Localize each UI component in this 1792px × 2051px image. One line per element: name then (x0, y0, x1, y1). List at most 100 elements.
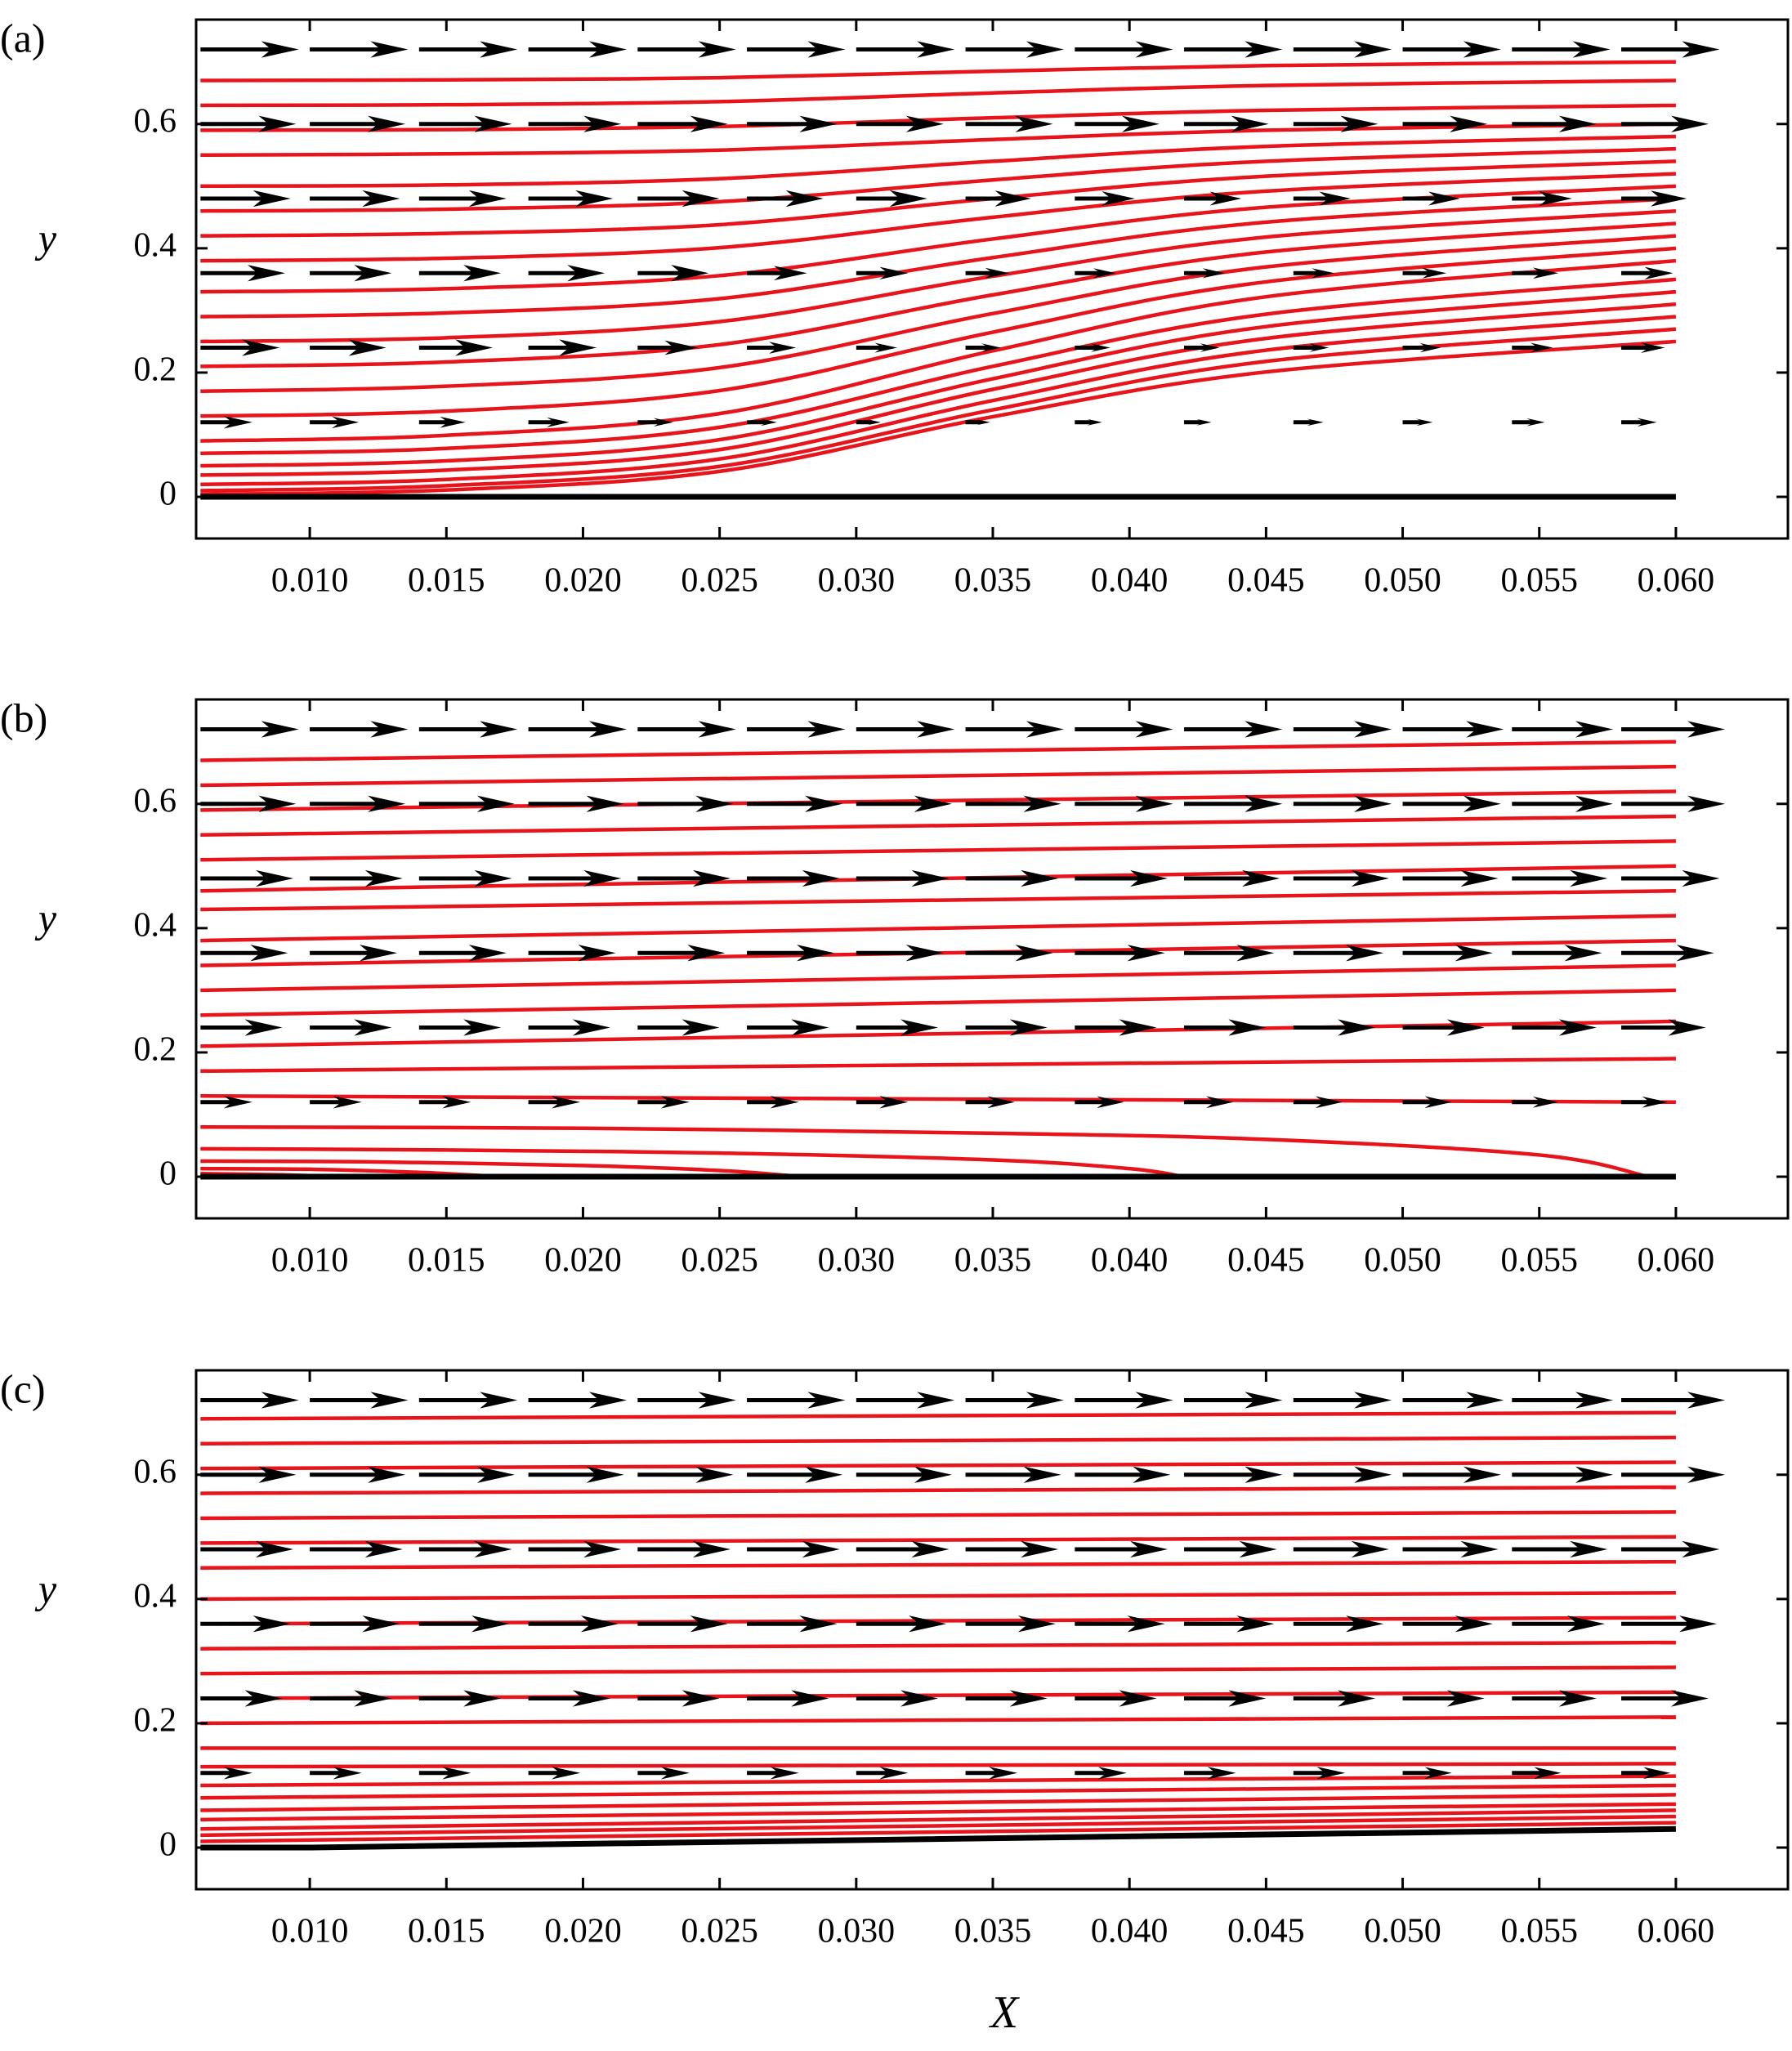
x-tick-label: 0.015 (408, 1913, 485, 1950)
streamline (200, 814, 1676, 838)
streamline (200, 234, 1677, 394)
vector-arrow (310, 416, 360, 429)
vector-arrow (528, 41, 627, 58)
vector-arrow (1512, 1096, 1559, 1108)
streamline (200, 764, 1676, 788)
vector-arrow (1512, 795, 1614, 812)
vector-arrow (1402, 795, 1501, 812)
vector-arrow (200, 265, 286, 282)
x-tick-label: 0.050 (1364, 1913, 1441, 1950)
vector-arrow (1075, 1615, 1165, 1633)
vector-arrow (747, 342, 797, 354)
vector-arrow (1512, 1540, 1608, 1558)
vector-arrow (528, 1096, 581, 1109)
vector-arrow (637, 1019, 720, 1036)
vector-arrow (1184, 191, 1242, 206)
vector-arrow (310, 41, 409, 58)
vector-arrow (418, 339, 494, 356)
vector-arrow (965, 721, 1064, 738)
x-tick-label: 0.050 (1364, 562, 1441, 600)
vector-arrow (1621, 342, 1665, 354)
streamline (200, 1762, 1676, 1769)
streamline (200, 839, 1676, 862)
x-tick-label: 0.030 (818, 1913, 896, 1950)
vector-arrow (1184, 1540, 1277, 1558)
streamline (200, 740, 1676, 762)
streamline (200, 1460, 1676, 1471)
vector-arrow (1184, 268, 1226, 279)
vector-arrow (1621, 1392, 1726, 1409)
vector-arrow (747, 418, 777, 427)
streamline (200, 146, 1676, 213)
vector-arrow (200, 869, 294, 887)
vector-arrow (1402, 41, 1501, 58)
vector-arrow (747, 1767, 799, 1780)
streamline (200, 258, 1677, 443)
vector-arrow (1075, 1690, 1157, 1707)
vector-arrow (418, 945, 507, 962)
streamline (200, 789, 1676, 812)
vector-arrow (528, 265, 606, 282)
vector-arrow (528, 1019, 610, 1036)
vector-arrow (856, 721, 955, 738)
vector-arrow (418, 795, 515, 812)
x-tick-label: 0.055 (1500, 1242, 1578, 1280)
vector-arrow (528, 1690, 610, 1707)
streamline (200, 1715, 1676, 1726)
vector-arrow (1512, 115, 1597, 132)
vector-arrow (418, 1615, 510, 1633)
vector-arrow (1512, 418, 1545, 427)
vector-arrow (1402, 1096, 1452, 1109)
vector-arrow (528, 115, 622, 132)
x-tick-label: 0.030 (818, 1242, 896, 1280)
vector-arrow (418, 115, 512, 132)
vector-arrow (1402, 115, 1488, 132)
vector-arrow (418, 190, 507, 208)
vector-arrow (1184, 418, 1212, 426)
streamline (200, 315, 1677, 487)
vector-arrow (310, 1540, 403, 1558)
streamline (200, 1640, 1676, 1651)
vector-arrow (1293, 869, 1389, 887)
vector-arrow (528, 1392, 627, 1409)
streamline (200, 277, 1677, 456)
streamline (200, 1510, 1676, 1521)
vector-arrow (1621, 869, 1720, 887)
vector-arrow (200, 1540, 294, 1558)
vector-arrow (1075, 191, 1135, 206)
axes-frame (194, 698, 1790, 1220)
streamline (200, 1057, 1676, 1074)
streamline (200, 1485, 1676, 1495)
streamline (200, 208, 1677, 344)
vector-arrow (1402, 418, 1433, 427)
vector-arrow (310, 1019, 392, 1036)
x-tick-label: 0.010 (271, 1913, 349, 1950)
vector-arrow (418, 1690, 502, 1707)
vector-arrow (1293, 191, 1352, 206)
vector-arrow (200, 1466, 297, 1483)
vector-arrow (637, 265, 709, 282)
vector-arrow (637, 115, 728, 132)
vector-arrow (747, 1690, 829, 1707)
vector-arrow (1293, 945, 1384, 962)
vector-arrow (200, 1767, 252, 1780)
y-tick-label: 0.4 (134, 1577, 177, 1615)
x-tick-label: 0.045 (1227, 562, 1305, 600)
vector-arrow (528, 869, 622, 887)
vector-arrow (1402, 721, 1504, 738)
vector-arrow (747, 869, 840, 887)
vector-arrow (637, 869, 731, 887)
vector-arrow (637, 190, 720, 208)
vector-arrow (1184, 1690, 1267, 1707)
vector-arrow (1184, 41, 1283, 58)
streamline (200, 1802, 1676, 1822)
y-tick-label: 0.6 (134, 1453, 177, 1490)
vector-arrow (1402, 267, 1447, 279)
vector-arrow (418, 416, 466, 428)
vector-arrow (1512, 1690, 1597, 1707)
vector-arrow (965, 1019, 1048, 1036)
vector-arrow (1402, 1615, 1493, 1633)
x-tick-label: 0.020 (544, 562, 622, 600)
x-tick-label: 0.015 (408, 562, 485, 600)
